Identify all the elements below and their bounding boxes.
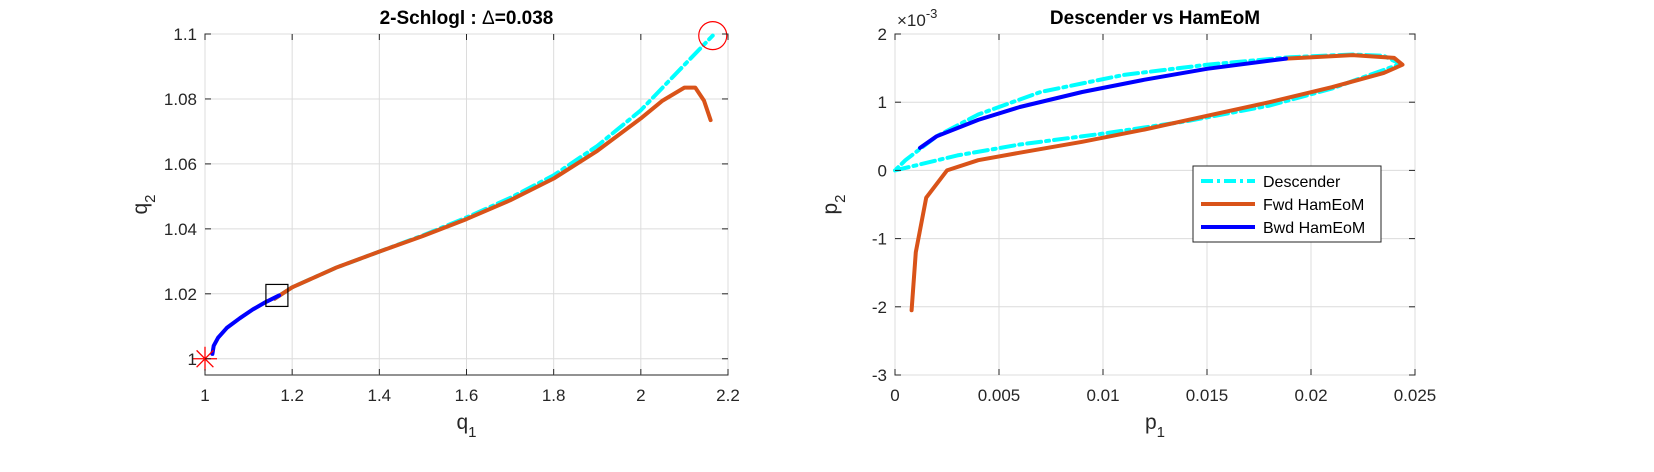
tick-layer: 0 0.005 0.01 0.015 0.02 0.025 -3 -2 -1 0 1 2 xyxy=(872,25,1436,405)
title-suffix: =0.038 xyxy=(495,8,554,29)
y-exponent-value: -3 xyxy=(926,6,938,21)
x-tick-label: 0.005 xyxy=(978,386,1021,405)
x-tick-label: 0 xyxy=(890,386,899,405)
series-line-fwd-hameom xyxy=(909,53,1405,313)
chart-p-plane: 0 0.005 0.01 0.015 0.02 0.025 -3 -2 -1 0 1 2 Descen… xyxy=(819,6,1436,441)
square-marker xyxy=(265,283,289,308)
series-layer xyxy=(893,52,1405,313)
x-tick-label: 1 xyxy=(200,386,209,405)
x-axis-label-sub: 1 xyxy=(1157,424,1165,441)
y-tick-label: 1 xyxy=(878,93,887,112)
title-text: 2-Schlogl : xyxy=(380,8,482,29)
x-tick-label: 1.6 xyxy=(455,386,479,405)
y-tick-label: 1.06 xyxy=(164,155,197,174)
y-tick-label: 1.1 xyxy=(173,25,197,44)
x-tick-label: 0.02 xyxy=(1294,386,1327,405)
series-line-bwd-hameom xyxy=(918,56,1288,150)
series-layer xyxy=(210,33,715,356)
series-line-2 xyxy=(210,293,282,356)
y-tick-label: 1 xyxy=(188,350,197,369)
x-tick-label: 0.015 xyxy=(1186,386,1229,405)
y-exponent-label: ×10-3 xyxy=(897,6,937,30)
y-tick-label: 2 xyxy=(878,25,887,44)
chart-title: 2-Schlogl : Δ=0.038 xyxy=(380,8,554,29)
legend: Descender Fwd HamEoM Bwd HamEoM xyxy=(1192,165,1382,243)
x-axis-label-main: p xyxy=(1145,411,1157,434)
y-tick-label: 1.02 xyxy=(164,285,197,304)
y-tick-label: 0 xyxy=(878,161,887,180)
legend-label-bwd-hameom: Bwd HamEoM xyxy=(1263,220,1365,237)
x-tick-label: 1.4 xyxy=(368,386,392,405)
y-axis-label: q2 xyxy=(129,194,159,214)
tick-layer: 1 1.2 1.4 1.6 1.8 2 2.2 1 1.02 1.04 1.06 1.08 1.1 xyxy=(164,25,740,405)
y-tick-label: 1.04 xyxy=(164,220,197,239)
x-tick-label: 0.025 xyxy=(1394,386,1437,405)
series-line-1 xyxy=(272,85,713,301)
x-tick-label: 1.2 xyxy=(280,386,304,405)
y-axis-label-sub: 2 xyxy=(832,194,849,202)
title-delta-symbol: Δ xyxy=(482,8,495,29)
x-tick-label: 1.8 xyxy=(542,386,566,405)
x-axis-label-main: q xyxy=(456,411,468,434)
y-tick-label: -1 xyxy=(872,230,887,249)
y-tick-label: -3 xyxy=(872,366,887,385)
y-tick-label: 1.08 xyxy=(164,90,197,109)
x-tick-label: 2.2 xyxy=(716,386,740,405)
y-axis-label-main: q xyxy=(129,203,152,215)
y-exponent-prefix: ×10 xyxy=(897,11,926,30)
x-tick-label: 2 xyxy=(636,386,645,405)
end-circle-marker xyxy=(698,21,728,51)
y-tick-label: -2 xyxy=(872,298,887,317)
legend-label-descender: Descender xyxy=(1263,174,1341,191)
x-tick-label: 0.01 xyxy=(1086,386,1119,405)
y-axis-label: p2 xyxy=(819,194,849,214)
y-axis-label-sub: 2 xyxy=(142,194,159,202)
x-axis-label: p1 xyxy=(1145,411,1165,441)
chart-q-plane: 1 1.2 1.4 1.6 1.8 2 2.2 1 1.02 1.04 1.06 1.08 1.1 2-… xyxy=(129,8,740,441)
chart-title: Descender vs HamEoM xyxy=(1050,8,1260,29)
x-axis-label: q1 xyxy=(456,411,476,441)
legend-label-fwd-hameom: Fwd HamEoM xyxy=(1263,197,1364,214)
x-axis-label-sub: 1 xyxy=(468,424,476,441)
y-axis-label-main: p xyxy=(819,203,842,215)
